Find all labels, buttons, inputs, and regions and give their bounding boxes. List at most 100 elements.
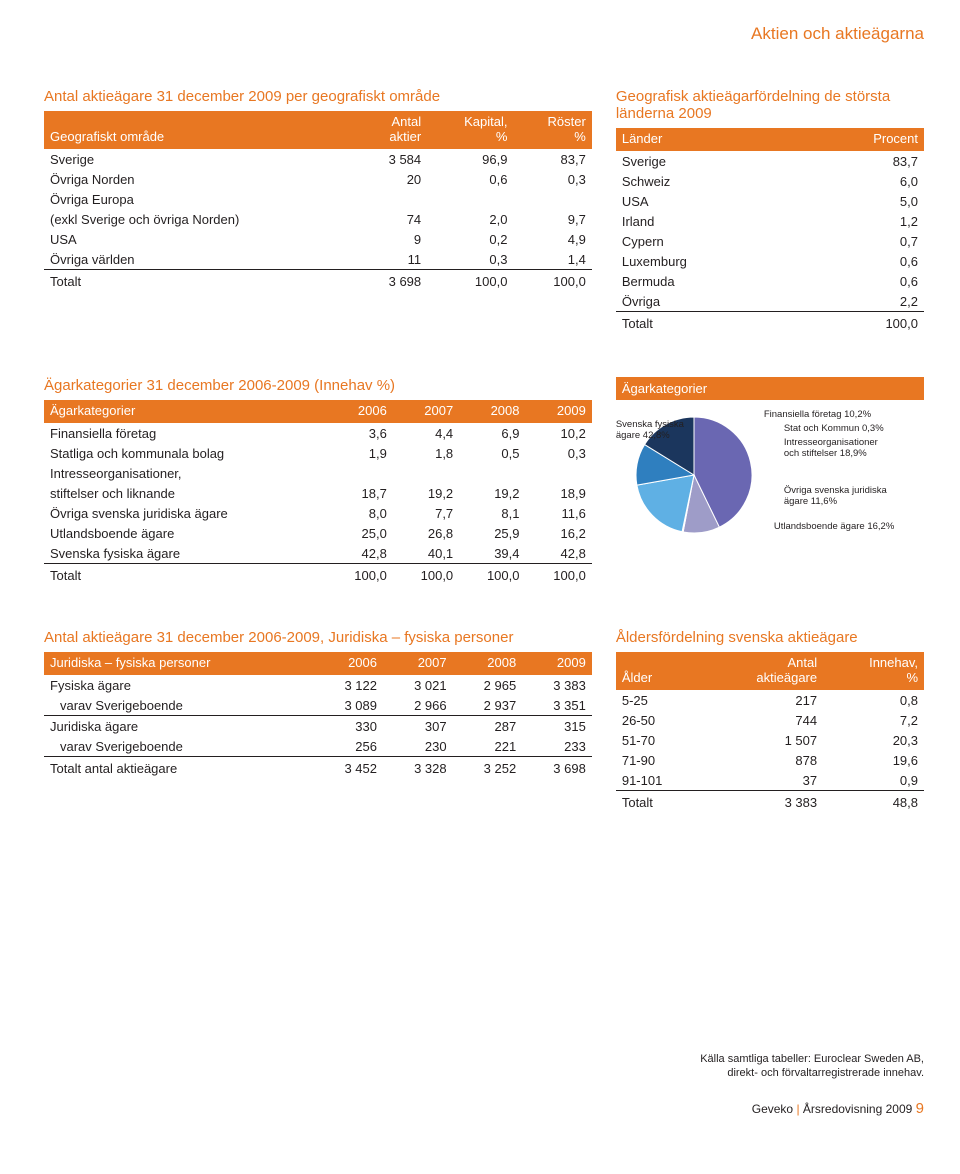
table-cell: stiftelser och liknande: [44, 483, 327, 503]
footer-text: Årsredovisning 2009: [803, 1102, 912, 1116]
column-header: 2009: [522, 652, 592, 675]
table-cell: 48,8: [823, 790, 924, 812]
table-row: Finansiella företag3,64,46,910,2: [44, 423, 592, 443]
table-cell: 100,0: [793, 311, 924, 333]
table-cell: 96,9: [427, 149, 513, 169]
table-cell: 0,6: [427, 169, 513, 189]
table-cell: 100,0: [427, 269, 513, 291]
pie-label-0: Svenska fysiskaägare 42,8%: [616, 419, 684, 442]
table-total-row: Totalt3 38348,8: [616, 790, 924, 812]
table-cell: 4,4: [393, 423, 459, 443]
table2-title: Geografisk aktieägarfördelning de störst…: [616, 88, 924, 122]
column-header: Geografiskt område: [44, 111, 358, 149]
table-row: Sverige3 58496,983,7: [44, 149, 592, 169]
table-cell: 18,7: [327, 483, 393, 503]
table-cell: 287: [453, 715, 523, 736]
table-cell: 26,8: [393, 523, 459, 543]
table-cell: 51-70: [616, 730, 703, 750]
table-row: Fysiska ägare3 1223 0212 9653 383: [44, 675, 592, 695]
table-row: 51-701 50720,3: [616, 730, 924, 750]
column-header: Innehav,%: [823, 652, 924, 690]
table-cell: [427, 189, 513, 209]
table-cell: 2 937: [453, 695, 523, 716]
table-cell: 18,9: [526, 483, 592, 503]
table-cell: [459, 463, 525, 483]
table-cell: Totalt: [616, 311, 793, 333]
table-cell: Irland: [616, 211, 793, 231]
table-cell: Luxemburg: [616, 251, 793, 271]
table-cell: Finansiella företag: [44, 423, 327, 443]
table-cell: 83,7: [793, 151, 924, 171]
table-cell: 221: [453, 736, 523, 757]
table-cell: 74: [358, 209, 427, 229]
table-row: varav Sverigeboende256230221233: [44, 736, 592, 757]
footer-brand: Geveko: [752, 1102, 793, 1116]
pie-label-4: Övriga svenska juridiskaägare 11,6%: [784, 485, 887, 508]
column-header: 2007: [383, 652, 453, 675]
pie-chart-owner-categories: Ägarkategorier Svenska fysiskaägare 42,8…: [616, 377, 924, 567]
table-row: 26-507447,2: [616, 710, 924, 730]
table-cell: Totalt antal aktieägare: [44, 756, 313, 778]
table-total-row: Totalt100,0: [616, 311, 924, 333]
table-cell: Övriga Europa: [44, 189, 358, 209]
table-cell: 10,2: [526, 423, 592, 443]
table-cell: 0,9: [823, 770, 924, 791]
table-cell: 3 383: [522, 675, 592, 695]
table-row: USA5,0: [616, 191, 924, 211]
table-cell: 26-50: [616, 710, 703, 730]
table-cell: 233: [522, 736, 592, 757]
table-row: Svenska fysiska ägare42,840,139,442,8: [44, 543, 592, 564]
table-cell: 3 452: [313, 756, 383, 778]
table-row: Utlandsboende ägare25,026,825,916,2: [44, 523, 592, 543]
table-cell: 100,0: [513, 269, 591, 291]
table-cell: Totalt: [44, 563, 327, 585]
table-cell: 83,7: [513, 149, 591, 169]
table-cell: 1,2: [793, 211, 924, 231]
table-row: Sverige83,7: [616, 151, 924, 171]
table-cell: 0,3: [513, 169, 591, 189]
table-cell: 7,7: [393, 503, 459, 523]
table-cell: 42,8: [327, 543, 393, 564]
table-row: Bermuda0,6: [616, 271, 924, 291]
footer-sep: |: [793, 1102, 803, 1116]
table-cell: 71-90: [616, 750, 703, 770]
table-cell: 6,0: [793, 171, 924, 191]
table-row: Övriga Norden200,60,3: [44, 169, 592, 189]
table-cell: 91-101: [616, 770, 703, 791]
table-row: Juridiska ägare330307287315: [44, 715, 592, 736]
pie-label-5: Utlandsboende ägare 16,2%: [774, 521, 894, 532]
table-cell: 3 089: [313, 695, 383, 716]
table-total-row: Totalt antal aktieägare3 4523 3283 2523 …: [44, 756, 592, 778]
table-cell: varav Sverigeboende: [44, 695, 313, 716]
table-cell: 0,6: [793, 271, 924, 291]
table-cell: 2 965: [453, 675, 523, 695]
table-cell: 20: [358, 169, 427, 189]
table-cell: varav Sverigeboende: [44, 736, 313, 757]
table-cell: 16,2: [526, 523, 592, 543]
table-cell: [393, 463, 459, 483]
column-header: Kapital,%: [427, 111, 513, 149]
table-cell: 0,7: [793, 231, 924, 251]
table-cell: 6,9: [459, 423, 525, 443]
table-row: 71-9087819,6: [616, 750, 924, 770]
table-cell: 100,0: [393, 563, 459, 585]
column-header: 2006: [327, 400, 393, 423]
page-footer: Geveko | Årsredovisning 2009 9: [44, 1100, 924, 1117]
table-cell: Juridiska ägare: [44, 715, 313, 736]
table-total-row: Totalt3 698100,0100,0: [44, 269, 592, 291]
table-row: 5-252170,8: [616, 690, 924, 710]
table-cell: 3 698: [358, 269, 427, 291]
table-cell: 0,3: [427, 249, 513, 270]
column-header: Ålder: [616, 652, 703, 690]
table-cell: 2 966: [383, 695, 453, 716]
page-section-title: Aktien och aktieägarna: [44, 24, 924, 44]
table-cell: 3 698: [522, 756, 592, 778]
table-cell: (exkl Sverige och övriga Norden): [44, 209, 358, 229]
column-header: Ägarkategorier: [44, 400, 327, 423]
table-row: 91-101370,9: [616, 770, 924, 791]
table-cell: 2,0: [427, 209, 513, 229]
table-cell: 878: [703, 750, 823, 770]
table-cell: 3 021: [383, 675, 453, 695]
table-owner-categories: Ägarkategorier2006200720082009 Finansiel…: [44, 400, 592, 585]
column-header: Antalaktieägare: [703, 652, 823, 690]
